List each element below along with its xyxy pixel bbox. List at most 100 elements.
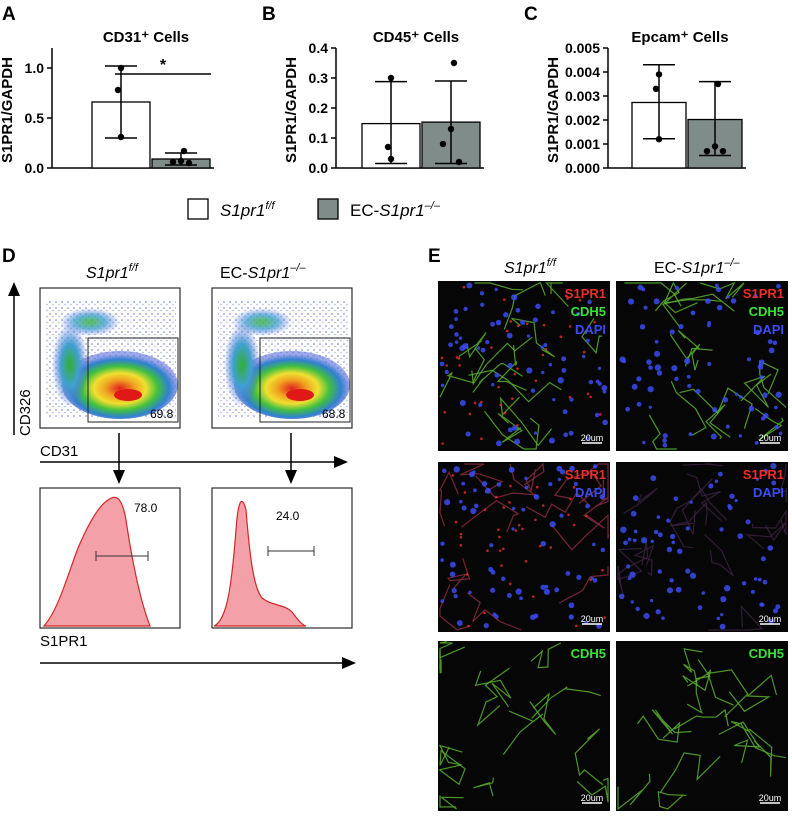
signal-dot	[525, 322, 529, 325]
flow-y-label: CD326	[17, 389, 34, 436]
signal-dot	[459, 544, 463, 547]
nucleus	[515, 307, 521, 313]
nucleus	[511, 506, 516, 511]
y-tick-label: 0.003	[565, 88, 600, 104]
nucleus	[675, 586, 682, 593]
nucleus	[448, 324, 454, 329]
data-point	[169, 158, 177, 166]
signal-dot	[559, 335, 563, 339]
nucleus	[720, 596, 727, 603]
signal-dot	[458, 364, 461, 367]
signal-dot	[531, 595, 535, 598]
signal-dot	[457, 357, 461, 360]
flow-x-label: CD31	[40, 443, 78, 460]
nucleus	[530, 614, 536, 621]
nucleus	[671, 540, 676, 545]
nucleus	[444, 369, 449, 375]
nucleus	[440, 599, 445, 604]
nucleus	[715, 286, 722, 293]
tissue-strand	[670, 380, 707, 436]
nucleus	[633, 529, 638, 534]
tissue-strand	[497, 412, 523, 443]
signal-dot	[516, 423, 519, 427]
nucleus	[719, 623, 726, 630]
nucleus	[630, 600, 634, 604]
signal-dot	[503, 298, 506, 301]
signal-dot	[599, 413, 602, 416]
nucleus	[481, 481, 488, 487]
nucleus	[489, 543, 494, 548]
nucleus	[767, 545, 774, 551]
micro-tile: CDH5 20um	[616, 641, 788, 811]
signal-dot	[508, 582, 512, 586]
y-tick-label: 1.0	[25, 60, 45, 76]
nucleus	[655, 609, 661, 615]
channel-label: DAPI	[575, 322, 606, 337]
nucleus	[592, 578, 598, 583]
tissue-strand	[439, 470, 459, 527]
nucleus	[673, 496, 679, 502]
signal-dot	[509, 320, 513, 323]
nucleus	[678, 323, 684, 330]
nucleus	[524, 476, 528, 481]
tissue-strand	[624, 282, 682, 307]
data-point	[180, 147, 188, 155]
nucleus	[719, 527, 724, 532]
nucleus	[760, 556, 766, 562]
signal-dot	[498, 535, 501, 539]
nucleus	[440, 541, 445, 546]
scale-bar-label: 20um	[581, 433, 604, 443]
nucleus	[627, 298, 635, 305]
nucleus	[695, 388, 701, 394]
tissue-strand	[502, 710, 544, 755]
nucleus	[468, 590, 472, 595]
nucleus	[636, 401, 642, 407]
scatter-plot-ko: 68.8	[211, 287, 353, 429]
nucleus	[630, 510, 637, 517]
nucleus	[714, 283, 719, 288]
signal-dot	[511, 397, 514, 400]
tissue-strand	[700, 281, 745, 300]
nucleus	[561, 367, 567, 373]
tissue-strand	[673, 708, 729, 730]
signal-dot	[467, 624, 470, 628]
nucleus	[548, 481, 553, 487]
signal-dot	[497, 385, 500, 389]
signal-dot	[503, 411, 507, 415]
nucleus	[549, 521, 556, 528]
nucleus	[540, 345, 544, 349]
nucleus	[636, 376, 642, 382]
tissue-strand	[461, 499, 520, 533]
nucleus	[775, 391, 782, 398]
nucleus	[701, 591, 706, 595]
signal-dot	[483, 508, 487, 512]
nucleus	[480, 347, 486, 353]
tissue-strand	[661, 293, 735, 328]
nucleus	[484, 487, 491, 494]
nucleus	[754, 441, 759, 445]
chart-title: CD31⁺ Cells	[103, 29, 189, 46]
nucleus	[448, 342, 453, 348]
nucleus	[595, 379, 600, 384]
y-tick-label: 0.002	[565, 112, 600, 128]
tissue-strand	[545, 282, 569, 307]
nucleus	[768, 347, 775, 354]
data-point	[114, 86, 122, 94]
nucleus	[540, 584, 546, 590]
bar-chart-cd31: CD31⁺ Cells S1PR1/GAPDH 0.0 0.5 1.0 *	[0, 29, 214, 176]
nucleus	[625, 406, 631, 412]
nucleus	[462, 343, 469, 350]
nucleus	[533, 494, 538, 498]
nucleus	[511, 294, 518, 301]
signal-dot	[589, 578, 593, 581]
nucleus	[454, 332, 459, 337]
nucleus	[473, 488, 477, 493]
nucleus	[684, 358, 691, 365]
nucleus	[738, 395, 743, 399]
nucleus	[568, 614, 574, 620]
nucleus	[440, 383, 445, 388]
nucleus	[466, 282, 473, 289]
nucleus	[722, 396, 729, 403]
data-point	[652, 85, 660, 93]
y-axis-label: S1PR1/GAPDH	[0, 57, 16, 163]
